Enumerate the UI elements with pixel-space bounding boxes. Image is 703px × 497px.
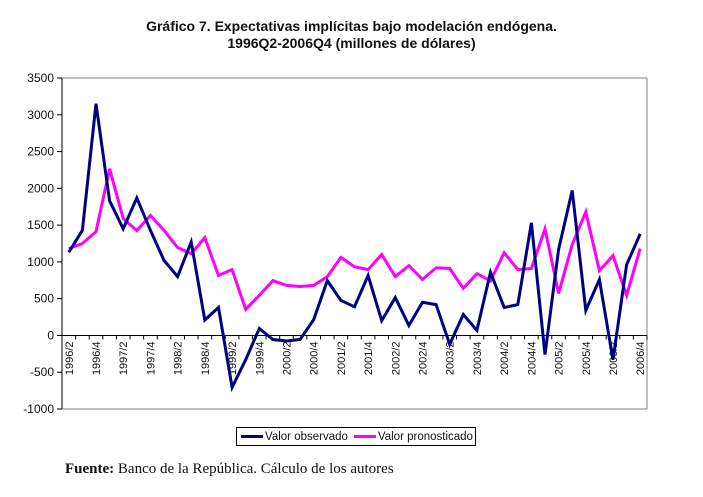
legend-item-observado: Valor observado (241, 431, 348, 443)
plot-frame (62, 77, 648, 410)
source-note: Fuente: Banco de la República. Cálculo d… (65, 461, 394, 478)
x-tick-label: 1998/2 (173, 341, 185, 375)
x-tick-label: 2002/2 (390, 341, 402, 375)
y-axis: 3500 3000 2500 2000 1500 1000 500 0 -500 -1000 (23, 71, 63, 416)
x-tick-label: 2004/4 (526, 341, 538, 375)
y-tick-label: 0 (47, 328, 54, 342)
source-text: Banco de la República. Cálculo de los au… (114, 461, 394, 477)
x-axis: 1996/2 1996/4 1997/2 1997/4 1998/2 1998/4 1999… (61, 334, 648, 375)
legend-swatch-pronosticado (353, 435, 376, 438)
y-tick-label: 2500 (27, 145, 54, 159)
legend-item-pronosticado: Valor pronosticado (353, 430, 473, 443)
x-tick-label: 2001/4 (363, 341, 375, 375)
y-tick-label: 3000 (27, 108, 54, 122)
y-tick-label: 1500 (27, 218, 54, 232)
chart-title: Gráfico 7. Expectativas implícitas bajo … (146, 18, 557, 34)
y-tick-label: 2000 (27, 181, 54, 195)
y-tick-label: -500 (30, 365, 54, 379)
x-tick-label: 2003/4 (472, 341, 484, 375)
series-line-observado (67, 103, 642, 393)
x-tick-label: 2000/4 (309, 341, 321, 375)
chart-subtitle: 1996Q2-2006Q4 (millones de dólares) (227, 35, 476, 51)
series-line-pronosticado (68, 168, 642, 313)
x-tick-label: 2005/4 (581, 341, 593, 375)
legend: Valor observado Valor pronosticado (236, 427, 476, 446)
y-tick-label: 500 (34, 292, 54, 306)
x-tick-label: 1999/4 (254, 341, 266, 375)
x-tick-label: 2005/2 (554, 341, 566, 375)
x-tick-label: 2001/2 (336, 341, 348, 375)
chart-title-block: Gráfico 7. Expectativas implícitas bajo … (0, 18, 703, 52)
y-tick-label: 3500 (27, 71, 54, 85)
y-tick-label: 1000 (27, 255, 54, 269)
x-tick-label: 1997/2 (118, 341, 130, 375)
x-tick-label: 1996/4 (91, 341, 103, 375)
x-tick-label: 1996/2 (64, 341, 76, 375)
x-tick-label: 1998/4 (200, 341, 212, 375)
x-tick-label: 1997/4 (145, 341, 157, 375)
x-tick-label: 2000/2 (281, 341, 293, 375)
series-lines (67, 103, 642, 393)
legend-label-observado: Valor observado (265, 430, 348, 443)
x-tick-label: 2002/4 (418, 341, 430, 375)
x-tick-label: 2004/2 (499, 341, 511, 375)
legend-label-pronosticado: Valor pronosticado (377, 430, 473, 443)
x-tick-label: 2003/2 (445, 341, 457, 375)
source-label: Fuente: (65, 461, 115, 477)
legend-swatch-observado (241, 435, 263, 438)
x-tick-label: 2006/4 (635, 341, 647, 375)
y-tick-label: -1000 (23, 402, 54, 416)
